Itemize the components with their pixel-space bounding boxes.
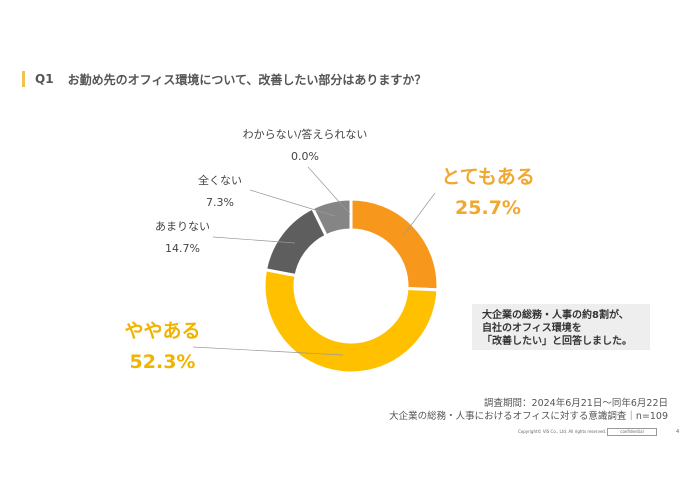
leader-line-mattaku (249, 189, 336, 217)
confidential-badge: confidential (607, 428, 657, 436)
page-number: 4 (676, 429, 680, 435)
donut-slice-1 (262, 267, 440, 375)
donut-slice-3 (310, 197, 353, 238)
leader-line-amari (212, 236, 296, 244)
label-yaya: ややある 52.3% (124, 320, 201, 373)
label-mattaku: 全くない 7.3% (198, 174, 242, 209)
donut-slice-0 (349, 197, 440, 292)
question-title: Q1 お勤め先のオフィス環境について、改善したい部分はありますか？ (22, 71, 426, 87)
leader-line-wakaranai (307, 166, 351, 215)
survey-source: 調査期間：2024年6月21日〜同年6月22日 大企業の総務・人事におけるオフィス… (389, 398, 668, 422)
title-accent-bar (22, 71, 25, 87)
label-wakaranai: わからない/答えられない 0.0% (242, 128, 368, 163)
label-totemo: とてもある 25.7% (441, 166, 535, 219)
leader-line-totemo (402, 192, 436, 237)
label-amari: あまりない 14.7% (155, 220, 210, 255)
question-text: お勤め先のオフィス環境について、改善したい部分はありますか？ (67, 72, 427, 87)
summary-callout: 大企業の総務・人事の約8割が、 自社のオフィス環境を 「改善したい」と回答しました。 (472, 304, 650, 350)
question-number: Q1 (35, 72, 54, 86)
leader-line-yaya (192, 346, 344, 356)
copyright: Copyright© VIS Co., Ltd. All rights rese… (518, 429, 607, 434)
